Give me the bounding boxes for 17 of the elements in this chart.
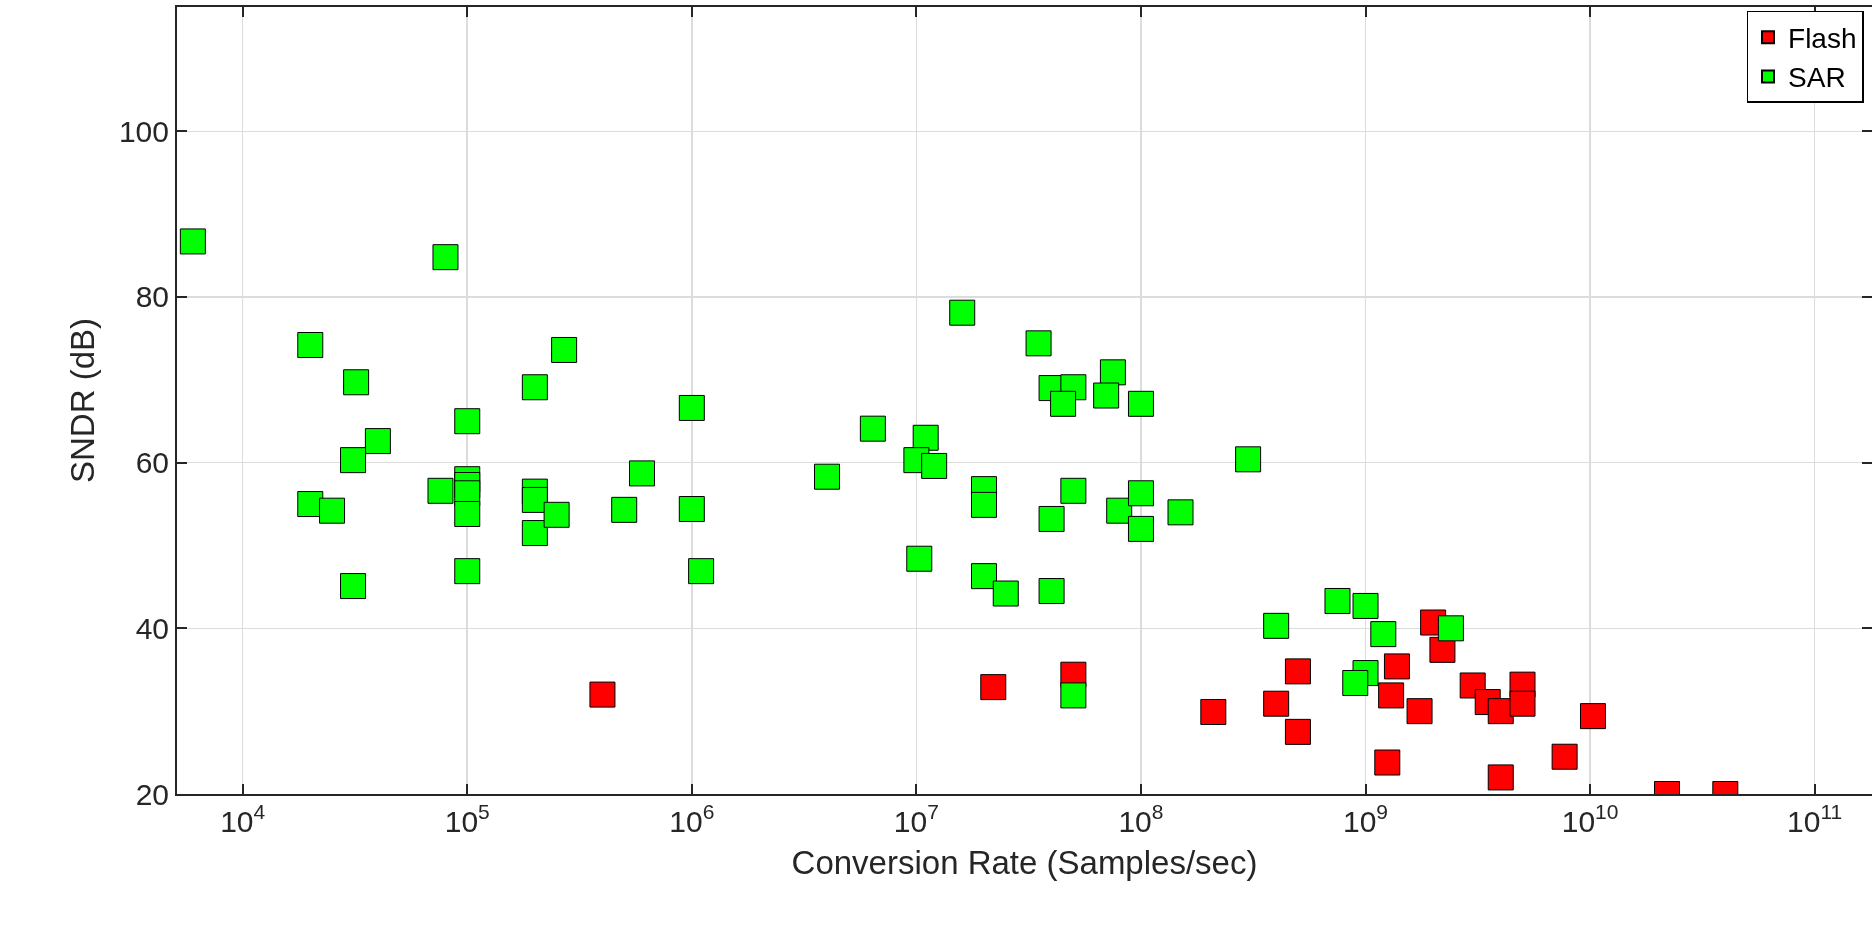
y-axis-title: SNDR (dB) [64, 317, 102, 484]
x-tick-label: 10$^{4}$ [220, 800, 266, 838]
x-tick-label: 10$^{5}$ [444, 800, 490, 838]
x-tick-label: 10$^{7}$ [893, 800, 939, 838]
x-tick-label: 10$^{9}$ [1343, 800, 1389, 838]
y-tick-label: 20 [135, 777, 169, 811]
y-tick-label: 80 [135, 280, 169, 314]
x-tick-label: 10$^{11}$ [1787, 800, 1843, 838]
x-tick-label: 10$^{8}$ [1118, 800, 1164, 838]
y-tick-label: 60 [135, 446, 169, 480]
legend-label: Flash [1788, 23, 1857, 55]
y-tick-label: 100 [118, 114, 169, 148]
legend-label: SAR [1788, 62, 1846, 94]
y-tick-label: 40 [135, 611, 169, 645]
x-axis-title: Conversion Rate (Samples/sec) [791, 844, 1258, 882]
x-tick-label: 10$^{10}$ [1561, 800, 1619, 838]
x-tick-label: 10$^{6}$ [669, 800, 715, 838]
